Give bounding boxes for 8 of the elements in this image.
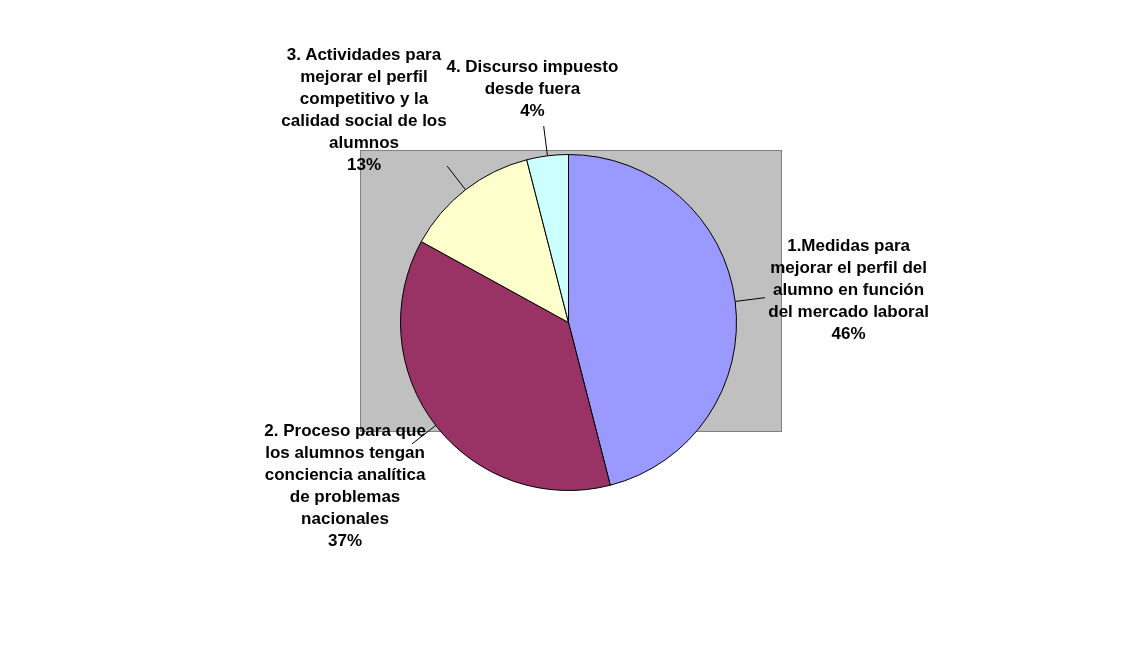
slice-label: 2. Proceso para que los alumnos tengan conciencia analítica de problemas nacionales (264, 421, 426, 529)
slice-label: 4. Discurso impuesto desde fuera (446, 57, 619, 99)
data-label: 37% (328, 531, 363, 551)
slice-label: 3. Actividades para mejorar el perfil competitivo y la calidad social de los alumnos (281, 45, 447, 153)
data-label: 13% (347, 155, 382, 175)
data-label: 4% (520, 101, 545, 121)
slice-label: 1.Medidas para mejorar el perfil del alumno en función del mercado laboral (768, 235, 929, 321)
data-label: 46% (831, 323, 866, 343)
